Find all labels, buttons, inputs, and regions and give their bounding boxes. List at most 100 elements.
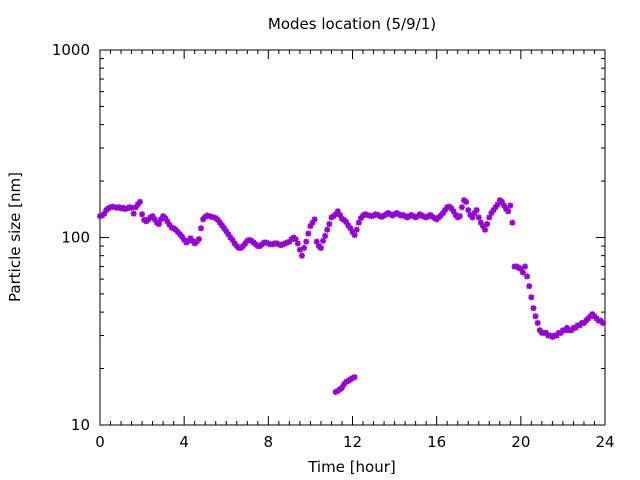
data-point [492,204,499,211]
data-point [134,201,141,208]
data-point [347,225,354,232]
data-point [185,237,192,244]
data-point [130,210,137,217]
data-point [486,214,493,221]
y-axis-title: Particle size [nm] [6,172,24,302]
data-point [343,218,350,225]
data-point [568,327,575,334]
chart-title: Modes location (5/9/1) [268,15,436,33]
data-point [181,236,188,243]
data-point [187,235,194,242]
data-point [305,230,312,237]
data-point [158,216,165,223]
data-point [501,202,507,209]
x-tick-label: 8 [264,433,274,451]
data-point [229,236,236,243]
data-point [269,241,276,248]
data-point [488,210,495,217]
data-point [132,204,139,211]
data-point [345,222,352,229]
data-point [351,374,358,381]
data-point [282,240,289,247]
data-points [97,197,606,395]
data-point [553,332,560,339]
data-point [151,216,158,223]
data-point [303,238,310,245]
data-point [246,236,253,243]
data-point [240,243,247,250]
data-point [322,232,329,239]
data-point [562,327,569,334]
data-point [214,216,221,223]
data-point [490,207,497,214]
data-point [534,319,541,326]
data-point [309,219,316,226]
data-point [519,269,526,276]
x-tick-label: 4 [179,433,189,451]
data-point [164,218,171,225]
data-point [467,211,474,218]
data-point [517,265,524,272]
data-point [349,375,356,382]
data-point [524,273,531,280]
data-point [448,205,455,212]
data-point [526,283,533,290]
data-point [509,219,516,226]
data-point [341,381,348,388]
data-point [349,228,356,235]
data-point [320,237,327,244]
x-tick-label: 16 [427,433,446,451]
data-point [452,211,459,218]
data-point [557,329,564,336]
data-point [463,198,470,205]
data-point [317,244,324,251]
data-point [275,241,282,248]
x-axis-title: Time [hour] [307,458,396,476]
data-point [231,240,238,247]
data-point [324,226,331,233]
data-point [326,221,333,228]
data-point [484,221,491,228]
plot-frame [99,49,606,426]
y-tick-label: 100 [61,229,90,247]
data-point [155,221,162,228]
data-point [351,232,358,239]
data-point [242,240,249,247]
data-point [528,294,535,301]
data-point [292,236,299,243]
data-point [189,237,196,244]
data-point [439,210,446,217]
data-point [355,219,362,226]
data-point [136,198,143,205]
data-point [494,201,501,208]
y-tick-labels: 10 100 1000 [52,41,90,434]
data-point [313,238,320,245]
data-point [482,226,489,233]
data-point [471,210,478,217]
data-point [221,225,228,232]
data-point [505,208,512,215]
data-point [599,319,606,326]
data-point [195,236,202,243]
data-point [530,305,537,312]
data-point [536,327,543,334]
data-point [564,324,571,331]
data-point [532,313,539,320]
data-point [437,212,444,219]
data-point [263,239,270,246]
data-point [522,263,529,270]
data-point [200,216,207,223]
data-point [301,244,308,251]
data-point [219,222,226,229]
data-point [307,223,314,230]
data-point [458,204,465,211]
data-point [166,221,173,228]
data-point [273,240,280,247]
data-point [338,384,345,391]
data-point [507,202,514,209]
x-tick-label: 24 [595,433,614,451]
data-point [223,228,230,235]
x-tick-label: 12 [343,433,362,451]
data-point [284,239,291,246]
